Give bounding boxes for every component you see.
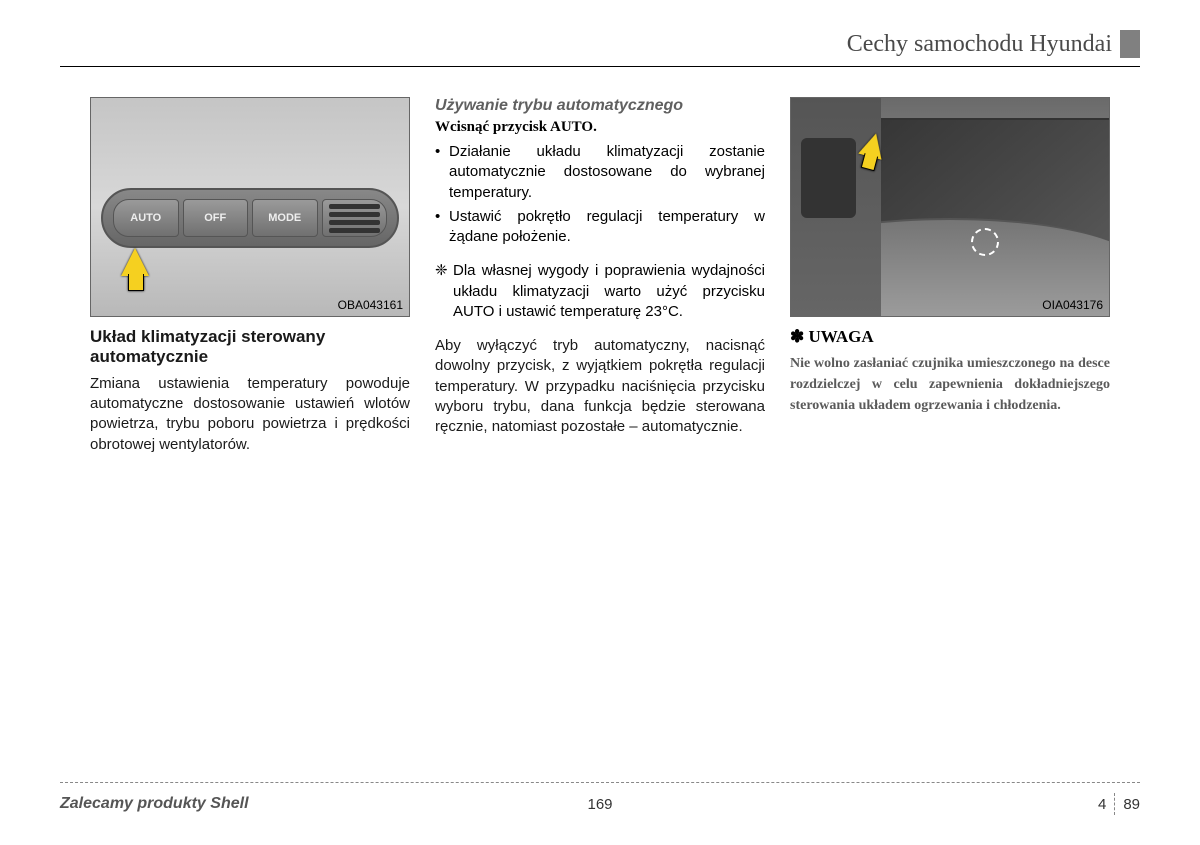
footer-page-center: 169 [587, 796, 612, 813]
footer-chapter: 4 [1098, 796, 1106, 813]
column-center: Używanie trybu automatycznego Wcisnąć pr… [435, 97, 765, 455]
mode-button: MODE [252, 199, 318, 237]
arrow-up-icon [121, 248, 149, 276]
figure-climate-panel: AUTO OFF MODE OBA043161 [90, 97, 410, 317]
figure-sensor-location: OIA043176 [790, 97, 1110, 317]
header-title: Cechy samochodu Hyundai [847, 31, 1120, 58]
vent-grille [322, 199, 388, 237]
figure1-label: OBA043161 [338, 298, 403, 312]
col2-tip-text: Dla własnej wygody i poprawienia wydajno… [453, 261, 765, 322]
figure2-label: OIA043176 [1042, 298, 1103, 312]
asterisk-icon: ✽ [790, 327, 804, 346]
footer-separator [1114, 793, 1115, 815]
footer-page-right: 4 89 [1098, 793, 1140, 815]
footer-brand: Zalecamy produkty Shell [60, 795, 249, 813]
snowflake-icon: ❈ [435, 261, 453, 322]
col2-bullet-list: Działanie układu klimatyzacji zostanie a… [435, 142, 765, 247]
page-footer: Zalecamy produkty Shell 169 4 89 [60, 782, 1140, 815]
col1-heading: Układ klimatyzacji sterowany automatyczn… [90, 327, 410, 368]
sensor-marker-icon [971, 228, 999, 256]
header-index-tab [1120, 30, 1140, 58]
vent-lines-icon [329, 204, 380, 233]
page-header: Cechy samochodu Hyundai [60, 30, 1140, 58]
header-rule [60, 66, 1140, 67]
col2-tip: ❈ Dla własnej wygody i poprawienia wydaj… [435, 261, 765, 322]
list-item: Działanie układu klimatyzacji zostanie a… [449, 142, 765, 203]
mirror-panel [801, 138, 856, 218]
column-left: AUTO OFF MODE OBA043161 Układ klimatyzac… [90, 97, 410, 455]
climate-control-panel: AUTO OFF MODE [101, 188, 399, 248]
note-title-text: UWAGA [809, 327, 874, 346]
auto-button: AUTO [113, 199, 179, 237]
note-body: Nie wolno zasłaniać czujnika umieszczone… [790, 353, 1110, 416]
content-columns: AUTO OFF MODE OBA043161 Układ klimatyzac… [60, 97, 1140, 455]
col1-body: Zmiana ustawienia temperatury powoduje a… [90, 374, 410, 455]
column-right: OIA043176 ✽ UWAGA Nie wolno zasłaniać cz… [790, 97, 1110, 455]
note-title: ✽ UWAGA [790, 327, 1110, 347]
col2-subheading: Używanie trybu automatycznego [435, 97, 765, 115]
col2-para: Aby wyłączyć tryb automatyczny, nacisnąć… [435, 336, 765, 437]
footer-page-num: 89 [1123, 796, 1140, 813]
off-button: OFF [183, 199, 249, 237]
list-item: Ustawić pokrętło regulacji temperatury w… [449, 207, 765, 248]
col2-bold-line: Wcisnąć przycisk AUTO. [435, 119, 765, 136]
